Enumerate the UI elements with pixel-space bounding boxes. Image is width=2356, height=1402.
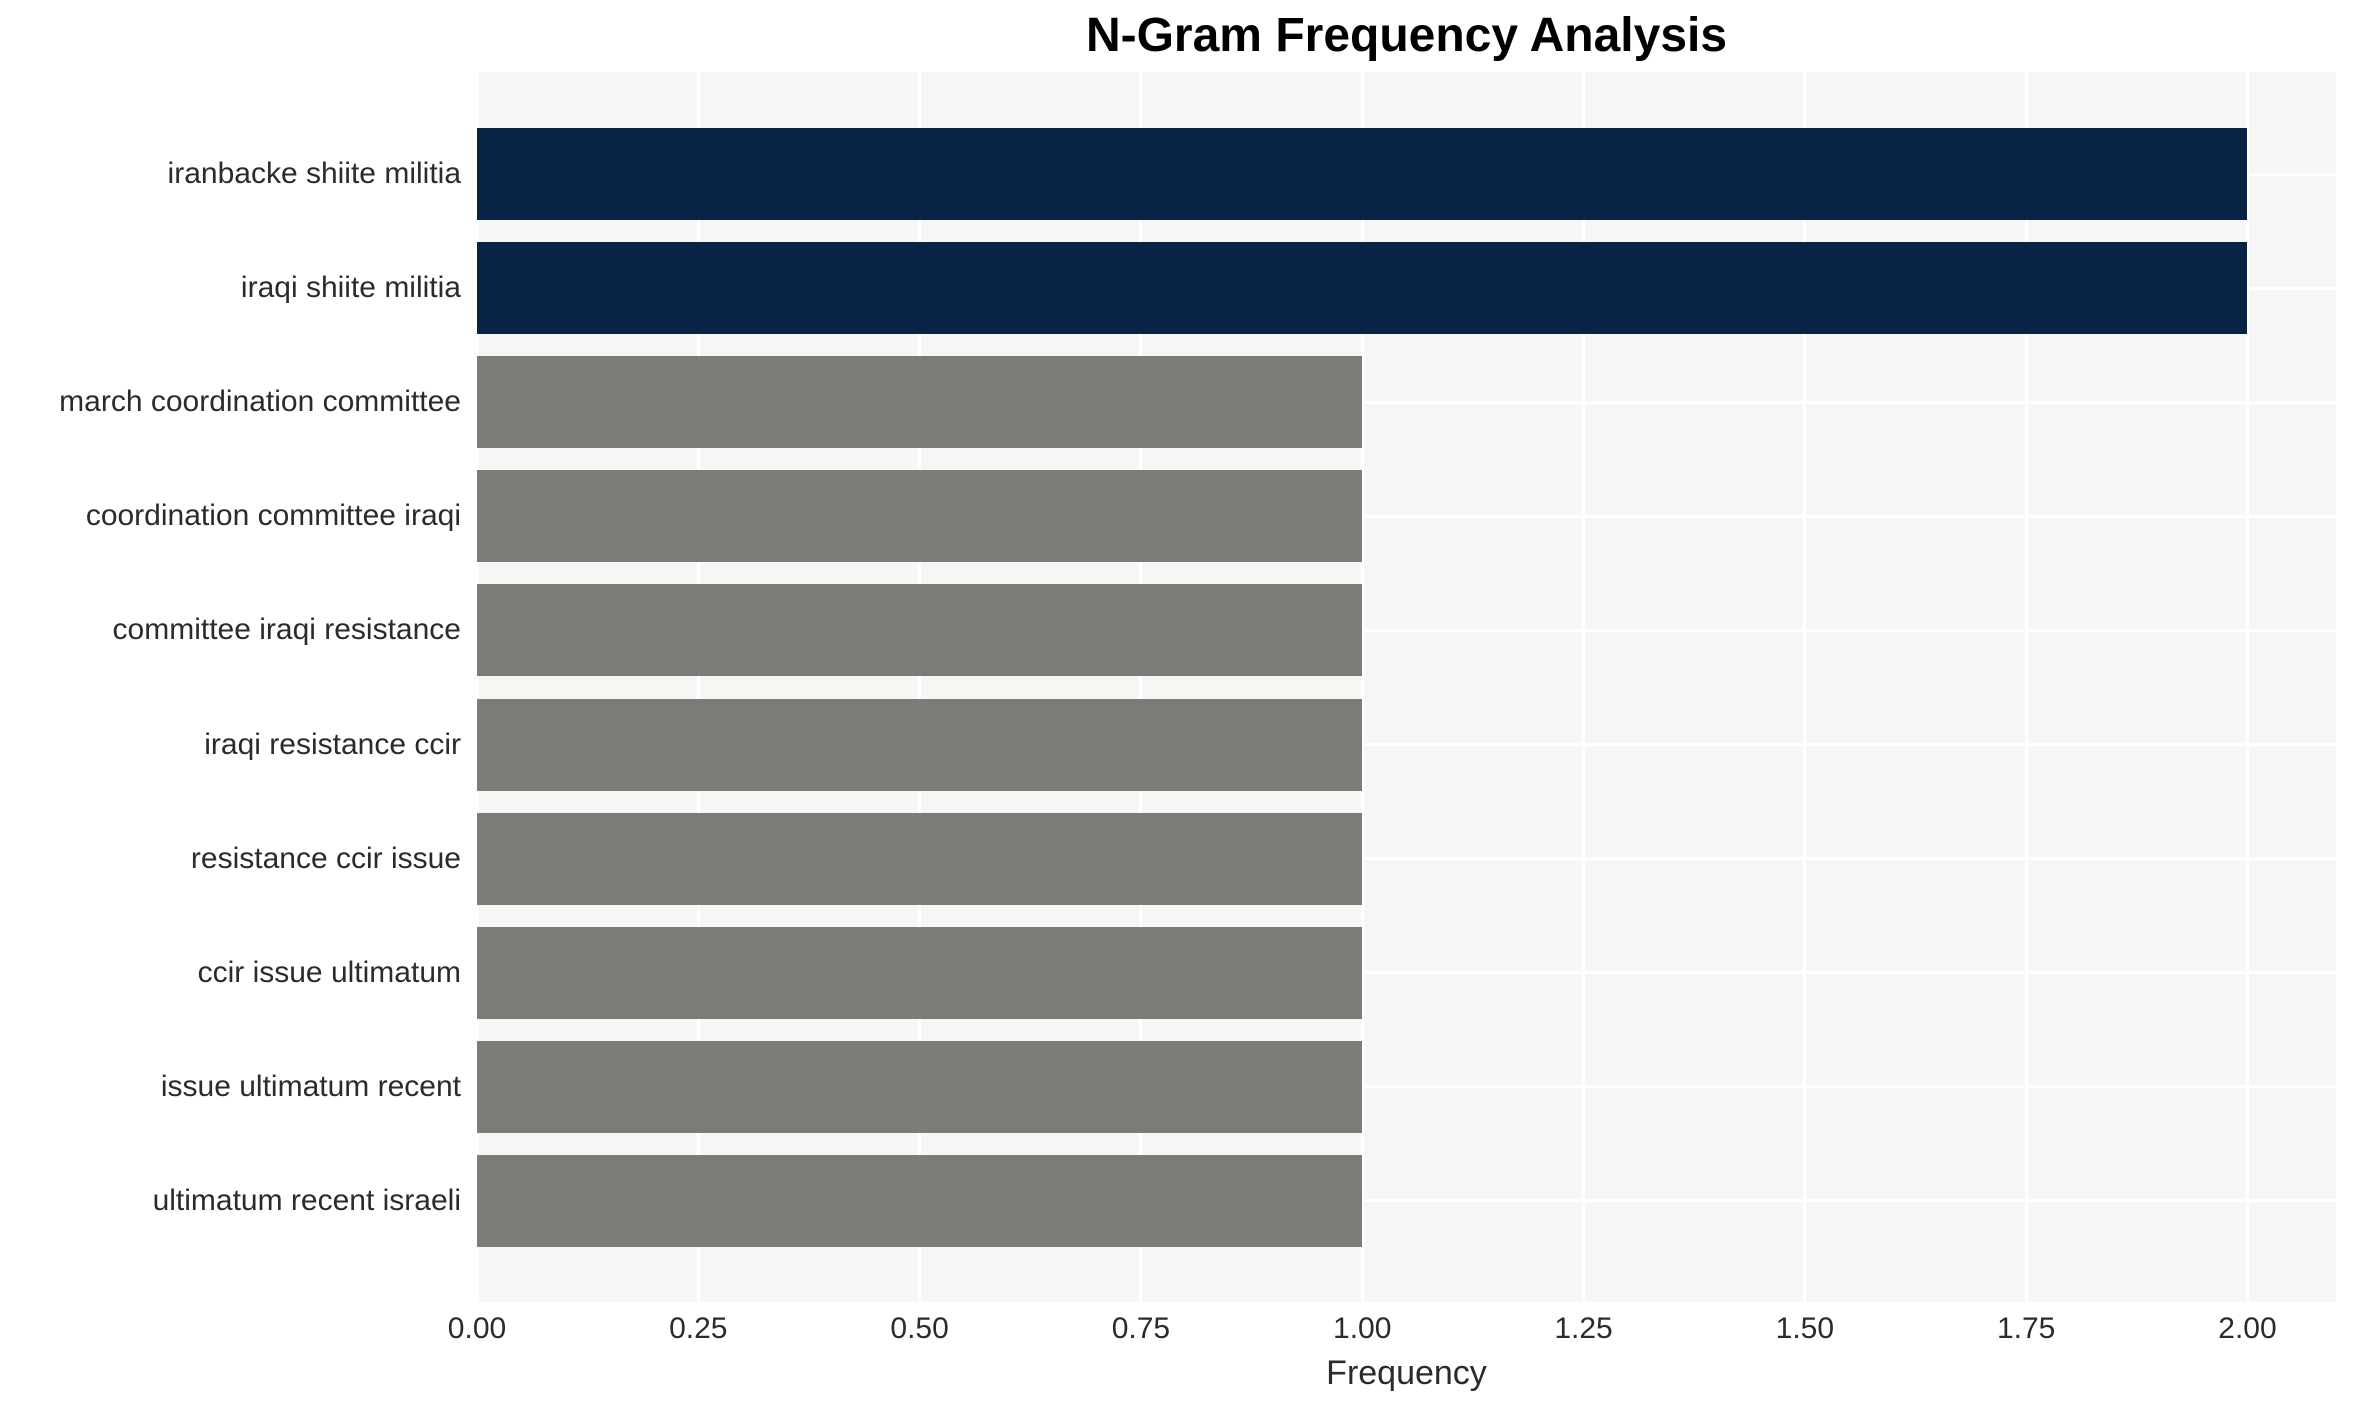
gridline-vertical xyxy=(2245,72,2249,1302)
bar xyxy=(477,470,1363,563)
gridline-horizontal xyxy=(477,400,2336,404)
x-tick-label: 2.00 xyxy=(2218,1312,2277,1345)
bar xyxy=(477,812,1363,905)
x-tick-label: 0.75 xyxy=(1111,1312,1171,1345)
bar xyxy=(477,584,1363,677)
gridline-horizontal xyxy=(477,628,2336,632)
gridline-horizontal xyxy=(477,743,2336,746)
x-tick-label: 0.50 xyxy=(890,1312,949,1345)
y-axis-label: issue ultimatum recent xyxy=(160,1069,461,1103)
y-axis-label: ultimatum recent israeli xyxy=(152,1183,461,1217)
gridline-horizontal xyxy=(477,971,2336,975)
gridline-vertical xyxy=(918,72,922,1302)
gridline-vertical xyxy=(1360,72,1364,1302)
plot-area xyxy=(477,72,2336,1302)
bar xyxy=(477,128,2248,220)
bar xyxy=(477,926,1363,1019)
bar xyxy=(477,356,1363,449)
bar xyxy=(477,1040,1363,1133)
y-axis-label: iranbacke shiite militia xyxy=(167,157,461,190)
x-axis-title: Frequency xyxy=(1326,1354,1487,1392)
gridline-vertical xyxy=(696,72,700,1302)
x-tick-label: 1.75 xyxy=(1996,1312,2056,1345)
gridline-horizontal xyxy=(477,1199,2336,1203)
bar xyxy=(477,242,2248,335)
y-axis-label: march coordination committee xyxy=(59,385,461,419)
x-tick-label: 1.00 xyxy=(1333,1312,1392,1345)
gridline-vertical xyxy=(1803,72,1807,1302)
x-tick-label: 0.00 xyxy=(447,1312,507,1345)
gridline-vertical xyxy=(1582,72,1586,1302)
y-axis-label: ccir issue ultimatum xyxy=(197,955,461,989)
y-axis-label: resistance ccir issue xyxy=(190,841,461,875)
gridline-horizontal xyxy=(477,1085,2336,1089)
x-tick-label: 1.50 xyxy=(1775,1312,1835,1345)
y-axis-label: iraqi shiite militia xyxy=(240,271,461,305)
gridline-vertical xyxy=(477,72,479,1302)
y-axis-label: iraqi resistance ccir xyxy=(204,727,461,761)
gridline-vertical xyxy=(2024,72,2028,1302)
gridline-vertical xyxy=(1139,72,1143,1302)
bar xyxy=(477,1154,1363,1247)
y-axis-label: coordination committee iraqi xyxy=(85,499,461,533)
x-tick-label: 0.25 xyxy=(669,1312,728,1345)
x-tick-label: 1.25 xyxy=(1554,1312,1613,1345)
gridline-horizontal xyxy=(477,514,2336,518)
bar xyxy=(477,698,1363,791)
chart-title: N-Gram Frequency Analysis xyxy=(1085,9,1728,62)
gridline-horizontal xyxy=(477,857,2336,861)
y-axis-label: committee iraqi resistance xyxy=(112,613,461,647)
